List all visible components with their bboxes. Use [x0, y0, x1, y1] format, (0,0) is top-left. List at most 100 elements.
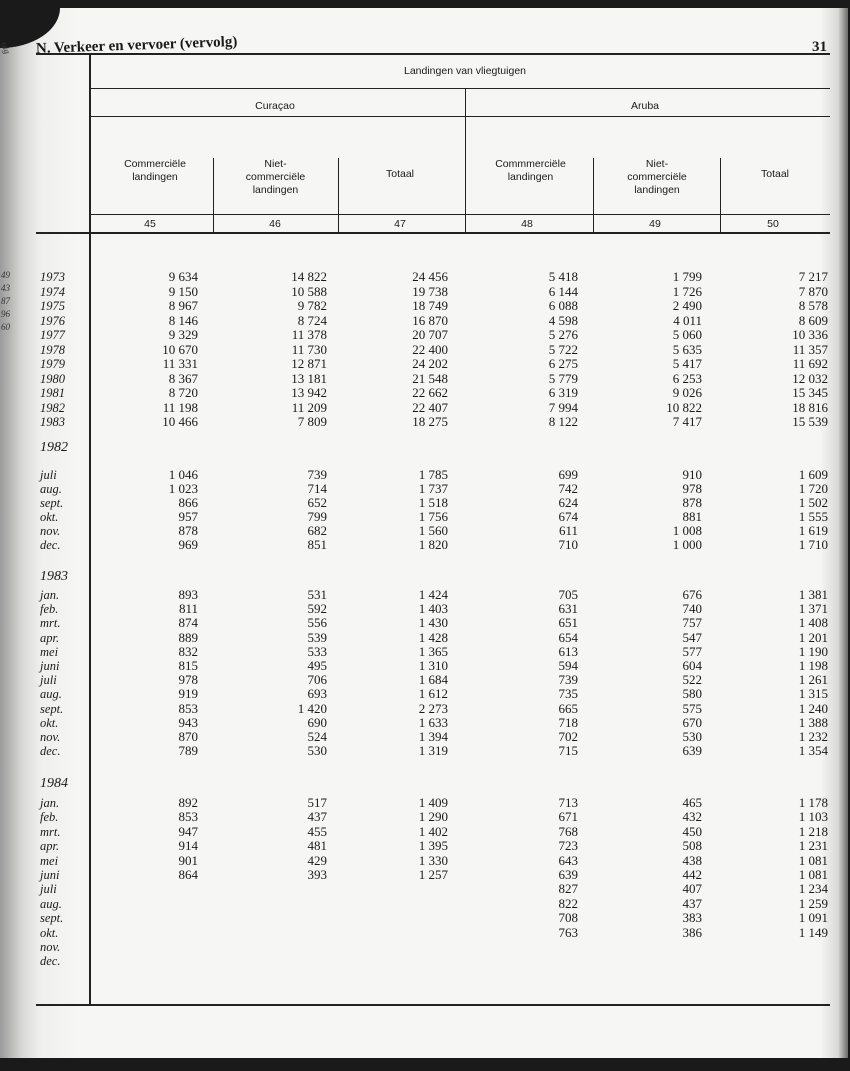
- table-cell: 763: [558, 924, 579, 940]
- table-cell: 693: [307, 686, 328, 702]
- table-cell: 11 730: [291, 341, 327, 357]
- column-number: 49: [649, 218, 661, 230]
- row-label: sept.: [40, 911, 64, 926]
- table-cell: 723: [558, 838, 579, 854]
- table-cell: 4 598: [548, 312, 578, 328]
- table-cell: 1 319: [418, 743, 448, 759]
- table-cell: 832: [178, 643, 199, 659]
- table-cell: 1 612: [418, 686, 448, 702]
- table-cell: 5 635: [672, 341, 702, 357]
- region-divider: [465, 88, 466, 233]
- table-cell: 10 588: [291, 283, 327, 299]
- table-cell: 7 994: [548, 399, 578, 415]
- table-cell: 13 942: [291, 385, 327, 400]
- table-cell: 442: [682, 867, 703, 882]
- table-cell: 1 394: [418, 729, 448, 744]
- table-cell: 437: [682, 895, 703, 911]
- table-cell: 522: [682, 672, 703, 688]
- row-label: nov.: [40, 730, 61, 744]
- table-cell: 9 150: [168, 283, 198, 299]
- table-cell: 2 273: [418, 700, 448, 716]
- table-cell: 613: [558, 643, 579, 659]
- region-header-curacao: Curaçao: [255, 100, 295, 112]
- row-label: 1974: [40, 284, 65, 299]
- table-cell: 715: [558, 743, 579, 759]
- table-cell: 6 319: [548, 385, 578, 400]
- table-cell: 713: [558, 795, 579, 810]
- document-page: N. Verkeer en vervoer (vervolg) 31 olg 4…: [0, 8, 848, 1058]
- table-cell: 1 403: [418, 601, 448, 617]
- row-label: apr.: [40, 630, 60, 645]
- table-cell: 1 785: [418, 467, 448, 482]
- table-cell: 739: [307, 467, 328, 482]
- table-cell: 943: [178, 714, 199, 730]
- table-cell: 1 609: [798, 467, 828, 482]
- column-divider: [338, 158, 339, 233]
- table-cell: 718: [558, 714, 579, 730]
- table-cell: 7 217: [798, 269, 828, 284]
- table-cell: 1 081: [798, 852, 828, 868]
- table-cell: 1 720: [798, 481, 828, 496]
- row-label: juli: [40, 882, 57, 897]
- table-cell: 20 707: [412, 327, 448, 342]
- row-label: dec.: [40, 954, 61, 969]
- row-label: juli: [40, 468, 57, 482]
- table-cell: 10 336: [792, 327, 828, 342]
- table-cell: 8 122: [548, 414, 578, 429]
- column-header: Niet-commerciële landingen: [627, 158, 687, 196]
- table-cell: 9 329: [168, 327, 198, 342]
- group-label: 1982: [40, 440, 68, 455]
- row-label: juli: [40, 673, 57, 688]
- page-number: 31: [812, 39, 827, 55]
- table-cell: 7 417: [672, 414, 702, 429]
- table-cell: 978: [682, 481, 703, 496]
- table-cell: 735: [558, 686, 579, 702]
- column-divider: [720, 158, 721, 233]
- table-cell: 901: [178, 852, 199, 868]
- table-cell: 24 456: [412, 269, 448, 284]
- table-cell: 652: [307, 495, 328, 510]
- table-cell: 1 261: [798, 672, 828, 688]
- group-label: 1984: [40, 776, 68, 791]
- row-label: 1982: [40, 400, 65, 415]
- table-cell: 1 710: [798, 537, 828, 552]
- table-cell: 1 820: [418, 537, 448, 552]
- table-cell: 517: [307, 795, 328, 810]
- table-cell: 1 502: [798, 495, 828, 510]
- row-label: 1980: [40, 371, 65, 386]
- group-label: 1983: [40, 569, 68, 584]
- table-cell: 665: [558, 700, 579, 716]
- table-cell: 11 331: [162, 356, 198, 371]
- table-cell: 8 578: [798, 298, 828, 313]
- table-cell: 577: [682, 643, 703, 659]
- table-cell: 594: [558, 658, 579, 673]
- table-cell: 10 466: [162, 414, 198, 429]
- table-cell: 714: [307, 481, 328, 496]
- row-label: juni: [40, 659, 60, 673]
- table-cell: 495: [307, 658, 328, 673]
- row-label: aug.: [40, 687, 62, 702]
- table-cell: 508: [682, 838, 703, 854]
- row-label: 1975: [40, 299, 65, 313]
- column-number: 46: [269, 218, 281, 230]
- table-cell: 8 367: [168, 370, 198, 386]
- bottom-rule: [36, 1004, 830, 1006]
- table-cell: 5 418: [548, 269, 578, 284]
- margin-fragment: 87: [1, 296, 10, 306]
- table-cell: 705: [558, 587, 579, 602]
- row-label: 1973: [40, 270, 65, 284]
- table-cell: 5 417: [672, 356, 702, 371]
- table-cell: 870: [178, 729, 199, 744]
- table-cell: 878: [178, 523, 199, 538]
- table-cell: 455: [307, 823, 328, 839]
- table-cell: 1 315: [798, 686, 828, 702]
- table-cell: 654: [558, 629, 579, 645]
- table-cell: 580: [682, 686, 703, 702]
- table-cell: 757: [682, 615, 703, 631]
- row-label: 1976: [40, 313, 65, 328]
- table-cell: 16 870: [412, 312, 448, 328]
- table-cell: 530: [682, 729, 703, 744]
- table-cell: 8 720: [168, 385, 198, 400]
- table-cell: 853: [178, 700, 199, 716]
- table-cell: 1 257: [418, 867, 448, 882]
